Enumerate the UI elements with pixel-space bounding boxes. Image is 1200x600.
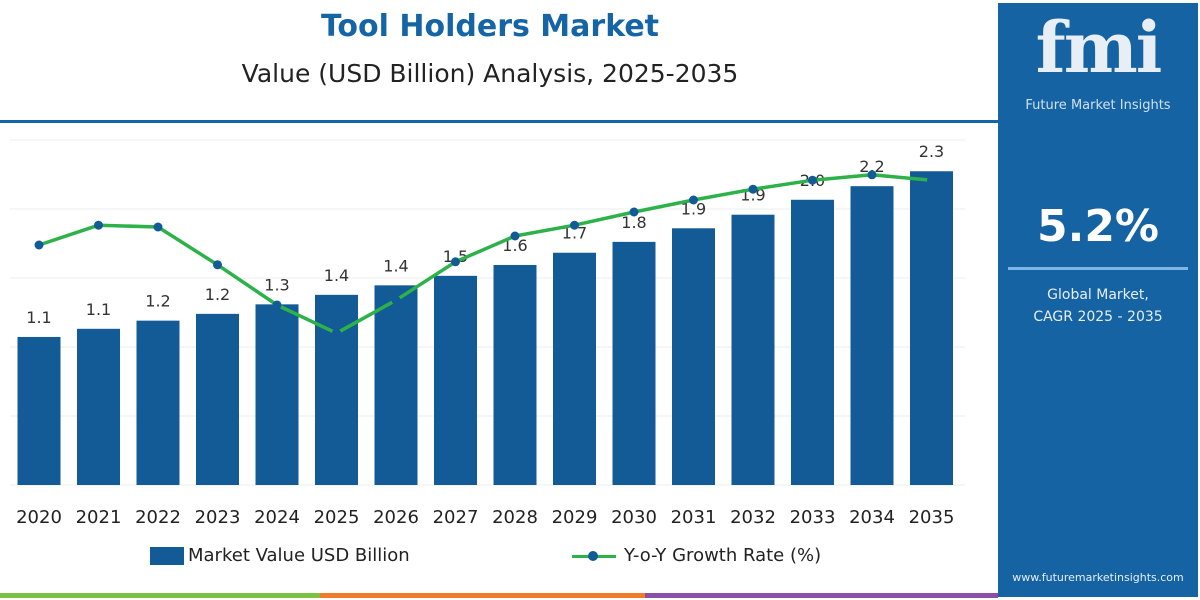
growth-point-2021 — [94, 220, 103, 230]
bar-2029 — [553, 252, 596, 485]
growth-point-2033 — [808, 175, 817, 185]
growth-point-2030 — [629, 207, 639, 217]
x-tick-2029: 2029 — [552, 507, 598, 528]
x-tick-2023: 2023 — [195, 507, 241, 528]
x-tick-2034: 2034 — [849, 507, 895, 528]
growth-point-2024 — [272, 300, 282, 310]
bar-2021 — [77, 328, 120, 485]
data-label-2026: 1.4 — [383, 256, 408, 275]
data-label-2021: 1.1 — [86, 300, 111, 319]
x-tick-2035: 2035 — [909, 507, 955, 528]
bar-2035 — [910, 171, 953, 485]
x-tick-2026: 2026 — [373, 507, 419, 528]
legend-label-line: Y-o-Y Growth Rate (%) — [624, 545, 822, 566]
data-label-2035: 2.3 — [919, 142, 944, 161]
x-tick-2033: 2033 — [790, 507, 836, 528]
x-tick-2031: 2031 — [671, 507, 717, 528]
legend-swatch-line — [572, 550, 616, 561]
data-label-2027: 1.5 — [443, 247, 468, 266]
x-tick-2030: 2030 — [611, 507, 657, 528]
data-label-2020: 1.1 — [26, 308, 51, 327]
bar-2022 — [136, 320, 180, 485]
x-tick-2024: 2024 — [254, 507, 300, 528]
x-tick-2027: 2027 — [433, 507, 479, 528]
bar-2031 — [672, 228, 715, 485]
data-label-2030: 1.8 — [621, 213, 646, 232]
growth-point-2026 — [391, 295, 401, 305]
footer-stripe-purple — [645, 593, 998, 598]
cagr-value: 5.2% — [1036, 201, 1160, 252]
x-tick-2021: 2021 — [76, 507, 122, 528]
x-tick-2020: 2020 — [16, 507, 62, 528]
legend-swatch-bar — [150, 547, 184, 565]
cagr-label-1: Global Market, — [1047, 287, 1149, 303]
logo-subtitle: Future Market Insights — [1025, 98, 1171, 113]
growth-point-2031 — [689, 195, 698, 205]
footer-stripe-orange — [320, 593, 645, 598]
bar-2034 — [850, 186, 894, 486]
growth-point-2035 — [927, 175, 936, 185]
growth-point-2022 — [153, 222, 163, 232]
chart-subtitle: Value (USD Billion) Analysis, 2025-2035 — [241, 59, 739, 88]
fmi-logo: fmi — [1035, 6, 1163, 89]
chart-title: Tool Holders Market — [320, 9, 660, 44]
bar-2024 — [255, 304, 299, 485]
growth-point-2025 — [332, 328, 341, 338]
legend-label-bar: Market Value USD Billion — [188, 545, 410, 566]
panel-divider — [1008, 267, 1188, 270]
growth-point-2032 — [748, 184, 758, 194]
x-tick-2032: 2032 — [730, 507, 776, 528]
data-label-2031: 1.9 — [681, 199, 706, 218]
footer-stripe-green — [0, 593, 320, 598]
data-label-2024: 1.3 — [264, 275, 289, 294]
bar-2032 — [731, 214, 775, 486]
bar-2028 — [493, 264, 537, 485]
data-label-2023: 1.2 — [205, 285, 230, 304]
data-label-2034: 2.2 — [859, 157, 884, 176]
bar-2030 — [612, 241, 656, 485]
x-tick-2022: 2022 — [135, 507, 181, 528]
data-label-2028: 1.6 — [502, 236, 527, 255]
data-label-2025: 1.4 — [324, 266, 349, 285]
growth-point-2029 — [570, 220, 579, 230]
legend-item-bar: Market Value USD Billion — [150, 545, 410, 567]
x-tick-2025: 2025 — [314, 507, 360, 528]
growth-line — [38, 173, 932, 335]
bar-2033 — [791, 199, 834, 485]
cagr-label-2: CAGR 2025 - 2035 — [1033, 309, 1163, 325]
chart-plot: 1.1 2020 1.1 2021 1.2 2022 1.2 2023 1.3 2024 1.4 20… — [10, 139, 965, 528]
growth-point-2020 — [34, 240, 44, 250]
side-panel: fmi Future Market Insights 5.2% Global M… — [998, 3, 1198, 597]
growth-point-2023 — [213, 260, 222, 270]
website-url: www.futuremarketinsights.com — [1012, 571, 1184, 584]
data-label-2029: 1.7 — [562, 224, 587, 243]
x-tick-2028: 2028 — [492, 507, 538, 528]
legend-item-line: Y-o-Y Growth Rate (%) — [572, 545, 821, 567]
growth-point-2034 — [867, 170, 877, 180]
bar-2027 — [434, 275, 477, 485]
title-divider — [0, 120, 998, 123]
bar-2020 — [17, 336, 61, 485]
bar-2026 — [374, 285, 418, 485]
growth-point-2027 — [451, 257, 460, 267]
bar-2023 — [196, 313, 239, 485]
data-label-2022: 1.2 — [145, 292, 170, 311]
growth-point-2028 — [510, 231, 520, 241]
